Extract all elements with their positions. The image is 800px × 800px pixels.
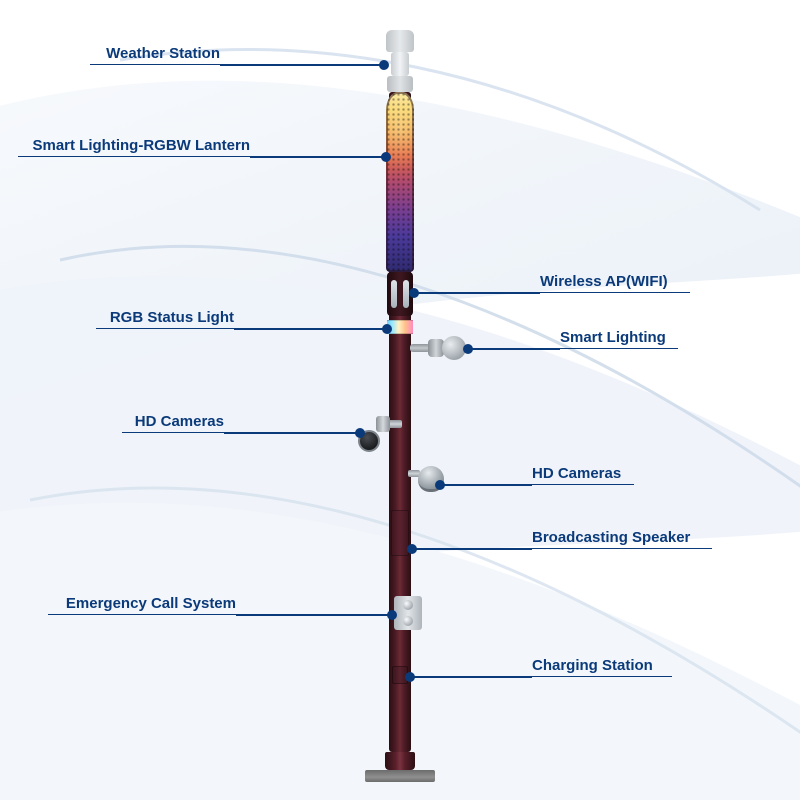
callout-line-wireless-ap	[414, 292, 540, 294]
label-charging-station: Charging Station	[532, 657, 672, 677]
label-weather-station: Weather Station	[90, 45, 220, 65]
callout-line-emergency-call	[236, 614, 392, 616]
callout-line-smart-lighting	[468, 348, 560, 350]
label-smart-lighting: Smart Lighting	[560, 329, 678, 349]
callout-line-broadcasting-speaker	[412, 548, 532, 550]
weather-station	[383, 30, 417, 92]
label-hd-camera-right: HD Cameras	[532, 465, 634, 485]
label-rgb-status: RGB Status Light	[96, 309, 234, 329]
label-hd-camera-left: HD Cameras	[122, 413, 224, 433]
pole-foot	[385, 752, 415, 770]
smart-pole-diagram: Weather Station Smart Lighting-RGBW Lante…	[0, 0, 800, 800]
pole-base-plate	[365, 770, 435, 782]
label-broadcasting-speaker: Broadcasting Speaker	[532, 529, 712, 549]
rgbw-lantern	[386, 92, 414, 272]
label-wireless-ap: Wireless AP(WIFI)	[540, 273, 690, 293]
callout-line-hd-camera-right	[440, 484, 532, 486]
callout-line-rgbw-lantern	[250, 156, 386, 158]
emergency-call-system	[394, 596, 422, 630]
callout-line-rgb-status	[234, 328, 387, 330]
callout-line-hd-camera-left	[224, 432, 360, 434]
label-emergency-call: Emergency Call System	[48, 595, 236, 615]
callout-line-weather-station	[220, 64, 384, 66]
callout-line-charging-station	[410, 676, 532, 678]
label-rgbw-lantern: Smart Lighting-RGBW Lantern	[18, 137, 250, 157]
